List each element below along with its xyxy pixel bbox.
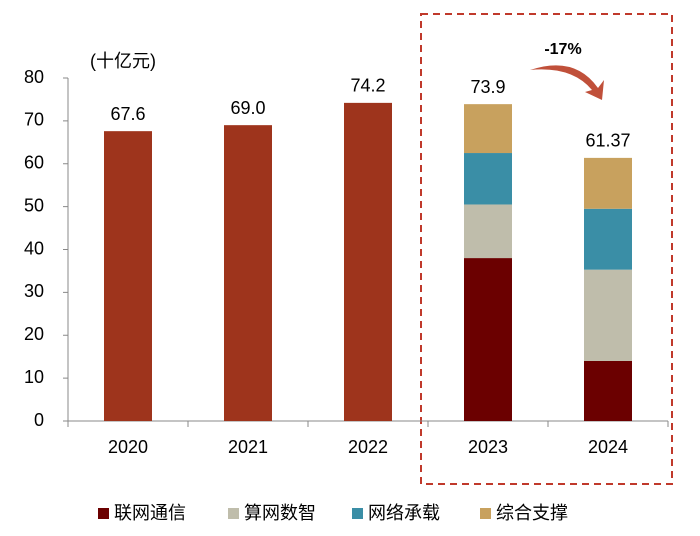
x-tick-label: 2024: [588, 437, 628, 457]
legend-swatch: [352, 508, 363, 519]
legend-label: 算网数智: [244, 503, 316, 523]
y-tick-label: 20: [24, 324, 44, 344]
highlight-box: [420, 13, 673, 485]
y-tick-label: 0: [34, 410, 44, 430]
y-tick-label: 10: [24, 367, 44, 387]
y-tick-label: 70: [24, 110, 44, 130]
y-tick-label: 50: [24, 195, 44, 215]
bar-segment: [464, 104, 512, 154]
value-label: 69.0: [230, 98, 265, 118]
value-label: 73.9: [470, 77, 505, 97]
bar-segment: [584, 360, 632, 421]
unit-label: (十亿元): [90, 51, 156, 71]
bar-segment: [464, 258, 512, 421]
legend-label: 综合支撑: [496, 503, 568, 523]
bar-segment: [464, 153, 512, 205]
y-tick-label: 40: [24, 238, 44, 258]
bar-segment: [584, 208, 632, 270]
bar-segment: [464, 204, 512, 259]
annotation: -17%: [544, 41, 581, 58]
bar: [344, 102, 392, 422]
legend-label: 网络承载: [368, 503, 440, 523]
arrow: [530, 65, 604, 100]
value-label: 74.2: [350, 76, 385, 96]
bar: [104, 131, 152, 422]
y-tick-label: 30: [24, 281, 44, 301]
value-label: 67.6: [110, 104, 145, 124]
legend-swatch: [480, 508, 491, 519]
x-tick-label: 2022: [348, 437, 388, 457]
y-tick-label: 80: [24, 67, 44, 87]
x-tick-label: 2020: [108, 437, 148, 457]
value-label: 61.37: [585, 131, 630, 151]
x-tick-label: 2021: [228, 437, 268, 457]
x-tick-label: 2023: [468, 437, 508, 457]
y-tick-label: 60: [24, 153, 44, 173]
legend-label: 联网通信: [114, 503, 186, 523]
bar-segment: [584, 157, 632, 209]
bar-segment: [584, 269, 632, 361]
bar: [224, 125, 272, 421]
legend-swatch: [98, 508, 109, 519]
legend-swatch: [228, 508, 239, 519]
